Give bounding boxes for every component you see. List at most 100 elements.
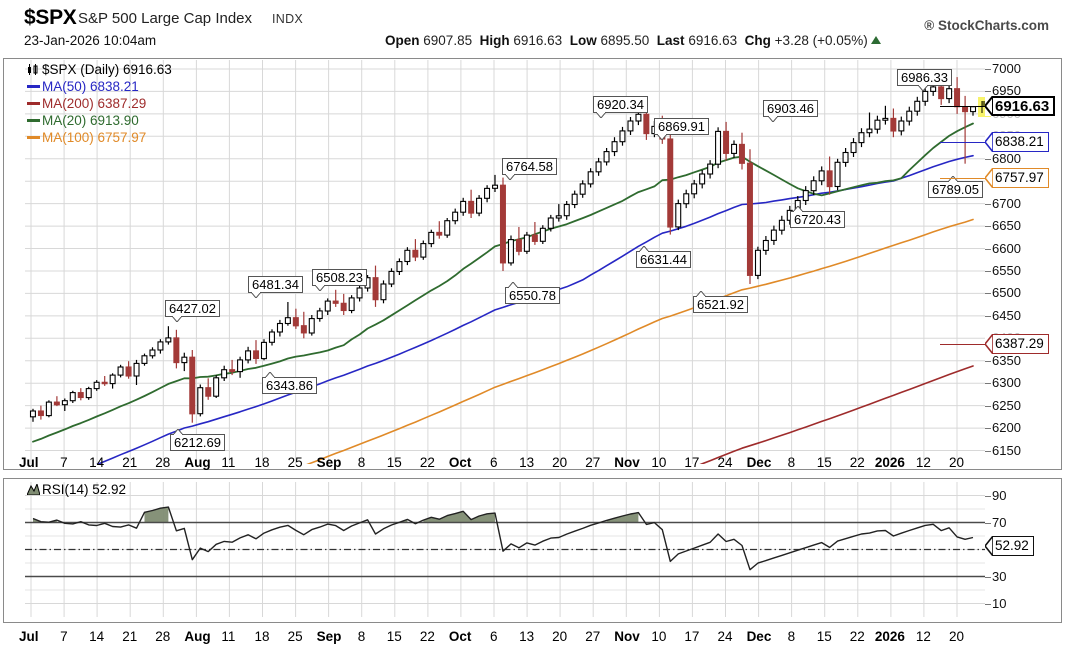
x-axis-label: 15 bbox=[816, 455, 832, 470]
x-axis-label: 17 bbox=[684, 455, 700, 470]
price-annotation: 6720.43 bbox=[790, 211, 845, 228]
price-axis-tickmark bbox=[985, 159, 991, 160]
rsi-chart-panel bbox=[3, 478, 1062, 623]
legend-main-row: $SPX (Daily) 6916.63 bbox=[27, 61, 172, 78]
x-axis-label: 13 bbox=[519, 629, 535, 644]
x-axis-label: 2026 bbox=[874, 629, 905, 644]
x-axis-label: 20 bbox=[552, 455, 568, 470]
rsi-legend-label: RSI(14) 52.92 bbox=[42, 482, 127, 497]
low-label: Low bbox=[569, 33, 597, 48]
price-axis-tickmark bbox=[985, 383, 991, 384]
price-annotation: 6521.92 bbox=[693, 296, 748, 313]
x-axis-label: 8 bbox=[787, 629, 796, 644]
quote-datetime: 23-Jan-2026 10:04am bbox=[24, 33, 157, 48]
price-axis-tick: 7000 bbox=[992, 60, 1021, 76]
price-annotation: 6764.58 bbox=[502, 158, 557, 175]
annotation-pointer bbox=[768, 116, 778, 122]
x-axis-label: Sep bbox=[316, 455, 342, 470]
rsi-axis-tickmark bbox=[985, 604, 991, 605]
price-annotation: 6869.91 bbox=[654, 118, 709, 135]
price-axis-tickmark bbox=[985, 428, 991, 429]
annotation-pointer bbox=[596, 112, 606, 118]
x-axis-label: 8 bbox=[357, 629, 366, 644]
price-axis-tickmark bbox=[985, 451, 991, 452]
price-legend: $SPX (Daily) 6916.63 MA(50) 6838.21 MA(2… bbox=[27, 61, 172, 146]
x-axis-label: 11 bbox=[221, 629, 236, 644]
x-axis-label: 2026 bbox=[874, 455, 905, 470]
x-axis-label: 18 bbox=[254, 455, 270, 470]
quote-bar: Open 6907.85 High 6916.63 Low 6895.50 La… bbox=[385, 33, 881, 48]
legend-row-ma50: MA(50) 6838.21 bbox=[27, 78, 172, 95]
x-axis-label: 24 bbox=[717, 629, 733, 644]
price-annotation: 6789.05 bbox=[928, 181, 983, 198]
legend-ma20-label: MA(20) 6913.90 bbox=[42, 113, 139, 128]
symbol-ticker: $SPX bbox=[24, 6, 77, 29]
price-axis-tick: 6200 bbox=[992, 420, 1021, 436]
low-value: 6895.50 bbox=[600, 33, 650, 48]
price-annotation: 6550.78 bbox=[505, 287, 560, 304]
price-axis-tick: 6800 bbox=[992, 150, 1021, 166]
chg-label: Chg bbox=[744, 33, 771, 48]
price-chart-panel bbox=[3, 58, 1062, 470]
price-annotation: 6343.86 bbox=[262, 377, 317, 394]
rsi-indicator-icon bbox=[27, 484, 40, 495]
price-axis-tickmark bbox=[985, 293, 991, 294]
last-value: 6916.63 bbox=[688, 33, 738, 48]
x-axis-label: 28 bbox=[155, 629, 171, 644]
annotation-pointer bbox=[639, 246, 649, 252]
x-axis-label: Oct bbox=[448, 455, 472, 470]
x-axis-label: 17 bbox=[684, 629, 700, 644]
price-axis-tickmark bbox=[985, 406, 991, 407]
legend-ma100-label: MA(100) 6757.97 bbox=[42, 130, 147, 145]
x-axis-label: 27 bbox=[585, 455, 601, 470]
price-annotation: 6986.33 bbox=[897, 69, 952, 86]
callout-leader-line bbox=[940, 178, 986, 180]
ma20-line-icon bbox=[27, 119, 40, 122]
x-axis-label: Oct bbox=[448, 629, 472, 644]
price-axis-tick: 6250 bbox=[992, 397, 1021, 413]
chg-value: +3.28 (+0.05%) bbox=[774, 33, 868, 48]
price-axis-tick: 6700 bbox=[992, 195, 1021, 211]
rsi-legend: RSI(14) 52.92 bbox=[27, 481, 126, 498]
price-annotation: 6631.44 bbox=[636, 251, 691, 268]
high-label: High bbox=[479, 33, 510, 48]
price-plot-area[interactable] bbox=[25, 60, 985, 464]
annotation-pointer bbox=[696, 291, 706, 297]
annotation-pointer bbox=[508, 282, 518, 288]
legend-row-ma200: MA(200) 6387.29 bbox=[27, 95, 172, 112]
x-axis-label: 10 bbox=[651, 455, 667, 470]
x-axis-label: 15 bbox=[386, 629, 402, 644]
x-axis-label: 25 bbox=[287, 629, 303, 644]
x-axis-label: Dec bbox=[746, 455, 772, 470]
price-axis-tick: 6150 bbox=[992, 442, 1021, 458]
last-label: Last bbox=[656, 33, 685, 48]
callout-ma50: 6838.21 bbox=[985, 131, 1049, 152]
callout-rsi: 52.92 bbox=[985, 535, 1034, 556]
x-axis-label: 15 bbox=[386, 455, 402, 470]
price-axis-tickmark bbox=[985, 361, 991, 362]
legend-main-label: $SPX (Daily) 6916.63 bbox=[42, 62, 172, 77]
price-annotation: 6427.02 bbox=[165, 300, 220, 317]
rsi-plot-area[interactable] bbox=[25, 482, 985, 617]
rsi-axis-tick: 90 bbox=[992, 487, 1007, 503]
price-annotation: 6920.34 bbox=[593, 96, 648, 113]
callout-leader-line bbox=[940, 142, 986, 144]
open-value: 6907.85 bbox=[423, 33, 473, 48]
x-axis-label: 22 bbox=[849, 629, 865, 644]
annotation-pointer bbox=[657, 134, 667, 140]
rsi-axis-tickmark bbox=[985, 523, 991, 524]
x-axis-label: Dec bbox=[746, 629, 772, 644]
x-axis-label: 20 bbox=[949, 629, 965, 644]
rsi-axis-tickmark bbox=[985, 496, 991, 497]
x-axis-label: 20 bbox=[949, 455, 965, 470]
x-axis-label: 8 bbox=[787, 455, 796, 470]
x-axis-label: 7 bbox=[60, 455, 68, 470]
price-axis-tick: 6600 bbox=[992, 240, 1021, 256]
x-axis-label: 27 bbox=[585, 629, 601, 644]
callout-leader-line bbox=[940, 106, 986, 108]
x-axis-label: 7 bbox=[60, 629, 68, 644]
stockcharts-brand: ® StockCharts.com bbox=[924, 18, 1049, 33]
price-axis-tick: 6550 bbox=[992, 262, 1021, 278]
x-axis-label: 28 bbox=[155, 455, 171, 470]
x-axis-label: Jul bbox=[19, 629, 39, 644]
